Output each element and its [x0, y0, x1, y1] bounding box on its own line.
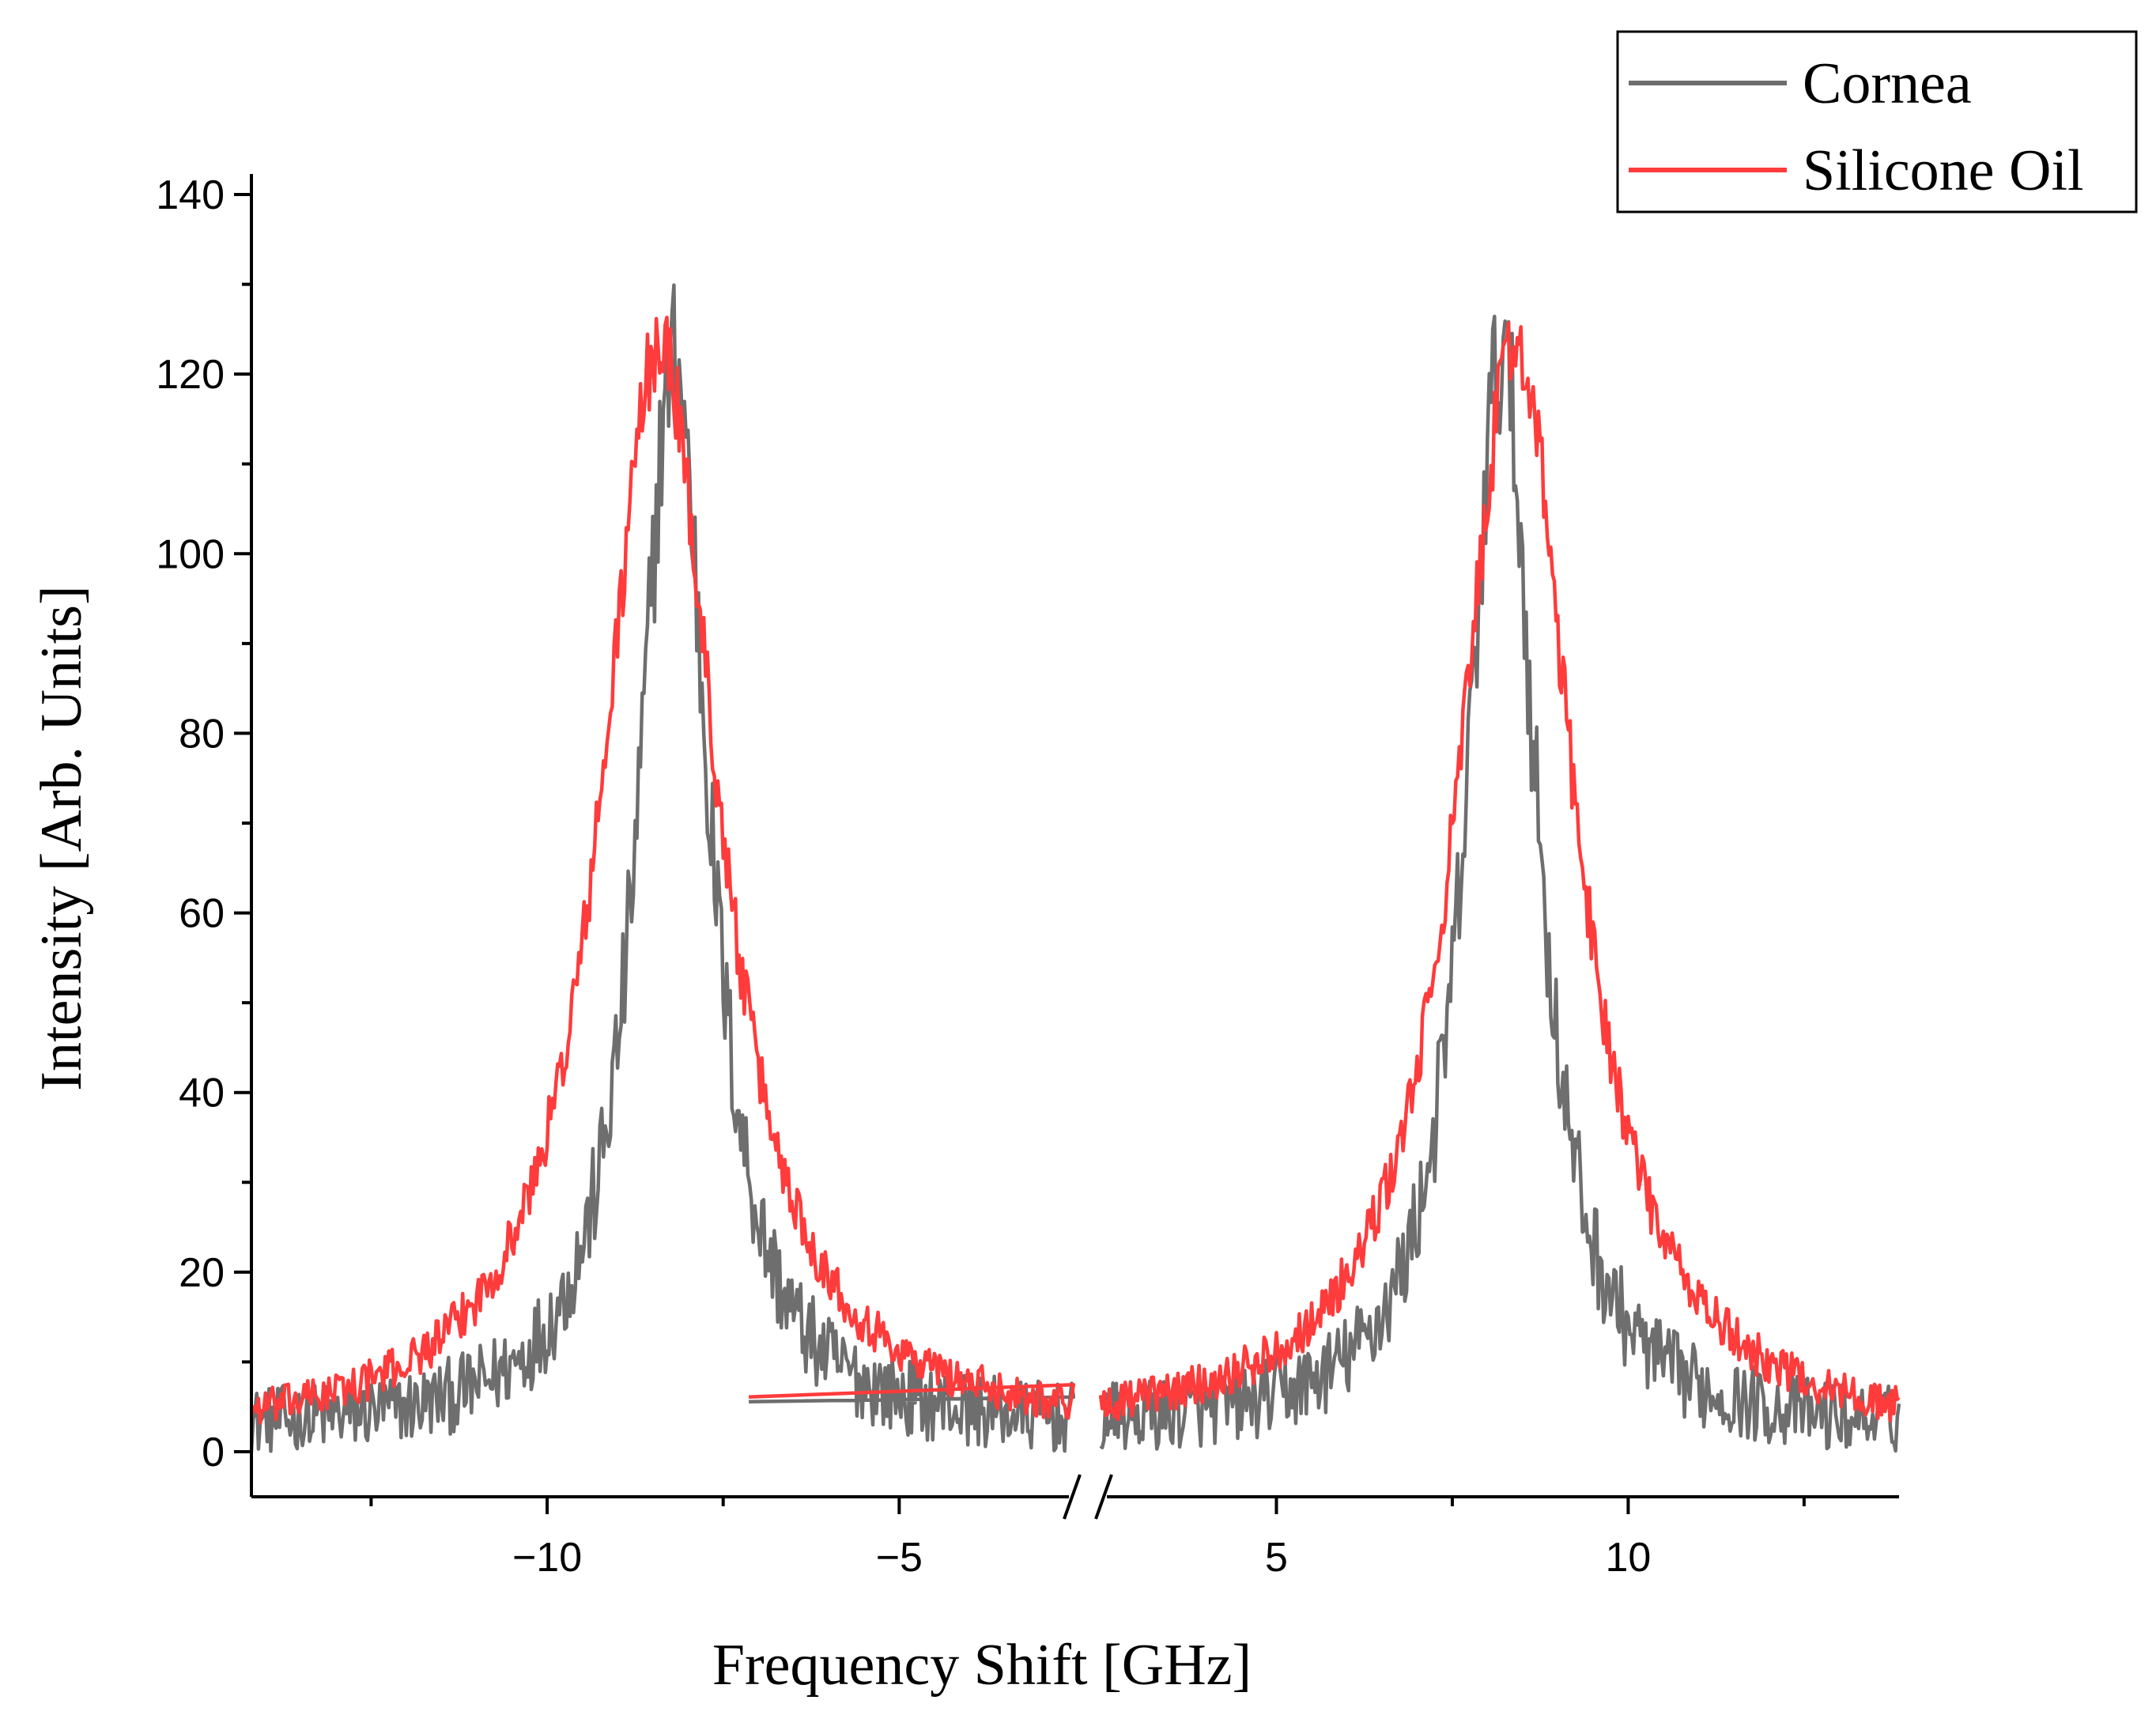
y-tick-label: 40: [179, 1071, 225, 1116]
series-line-cornea-right: [1099, 314, 1901, 1453]
y-tick-label: 20: [179, 1250, 225, 1296]
series-layer: [249, 283, 1901, 1453]
legend-label-cornea: Cornea: [1803, 51, 1972, 116]
legend-label-silicone-oil: Silicone Oil: [1803, 138, 2084, 203]
x-tick-label: 5: [1265, 1535, 1288, 1581]
legend: Cornea Silicone Oil: [1616, 30, 2138, 213]
legend-box: [1616, 30, 2138, 213]
ticks-layer: 0 20 40 60 80 100 120 140 −10 −5 5 10: [156, 172, 1806, 1581]
series-line-silicone-oil-right: [1098, 321, 1901, 1423]
x-tick-label: −5: [876, 1535, 923, 1581]
y-tick-label: 100: [156, 531, 225, 577]
y-tick-label: 60: [179, 891, 225, 937]
series-line-cornea-left: [249, 283, 1076, 1453]
y-tick-label: 120: [156, 352, 225, 398]
y-tick-label: 0: [202, 1430, 225, 1475]
x-axis-title: Frequency Shift [GHz]: [712, 1633, 1252, 1698]
y-tick-label: 80: [179, 711, 225, 757]
axis-break-mark-left: [1063, 1474, 1082, 1520]
axes-layer: [250, 174, 1899, 1520]
x-tick-label: −10: [512, 1535, 582, 1581]
axis-break-mark-right: [1094, 1474, 1113, 1520]
y-axis-title: Intensity [Arb. Units]: [29, 585, 94, 1090]
y-tick-label: 140: [156, 172, 225, 218]
series-line-silicone-oil-left: [249, 315, 1076, 1425]
x-tick-label: 10: [1605, 1535, 1651, 1581]
